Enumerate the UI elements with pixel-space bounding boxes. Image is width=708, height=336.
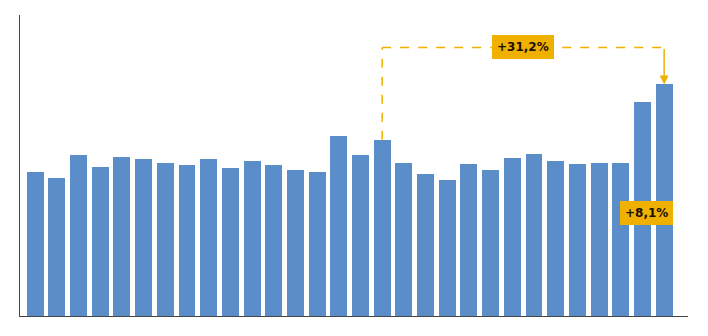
svg-text:+31,2%: +31,2% (497, 40, 549, 54)
svg-text:+8,1%: +8,1% (625, 206, 668, 220)
